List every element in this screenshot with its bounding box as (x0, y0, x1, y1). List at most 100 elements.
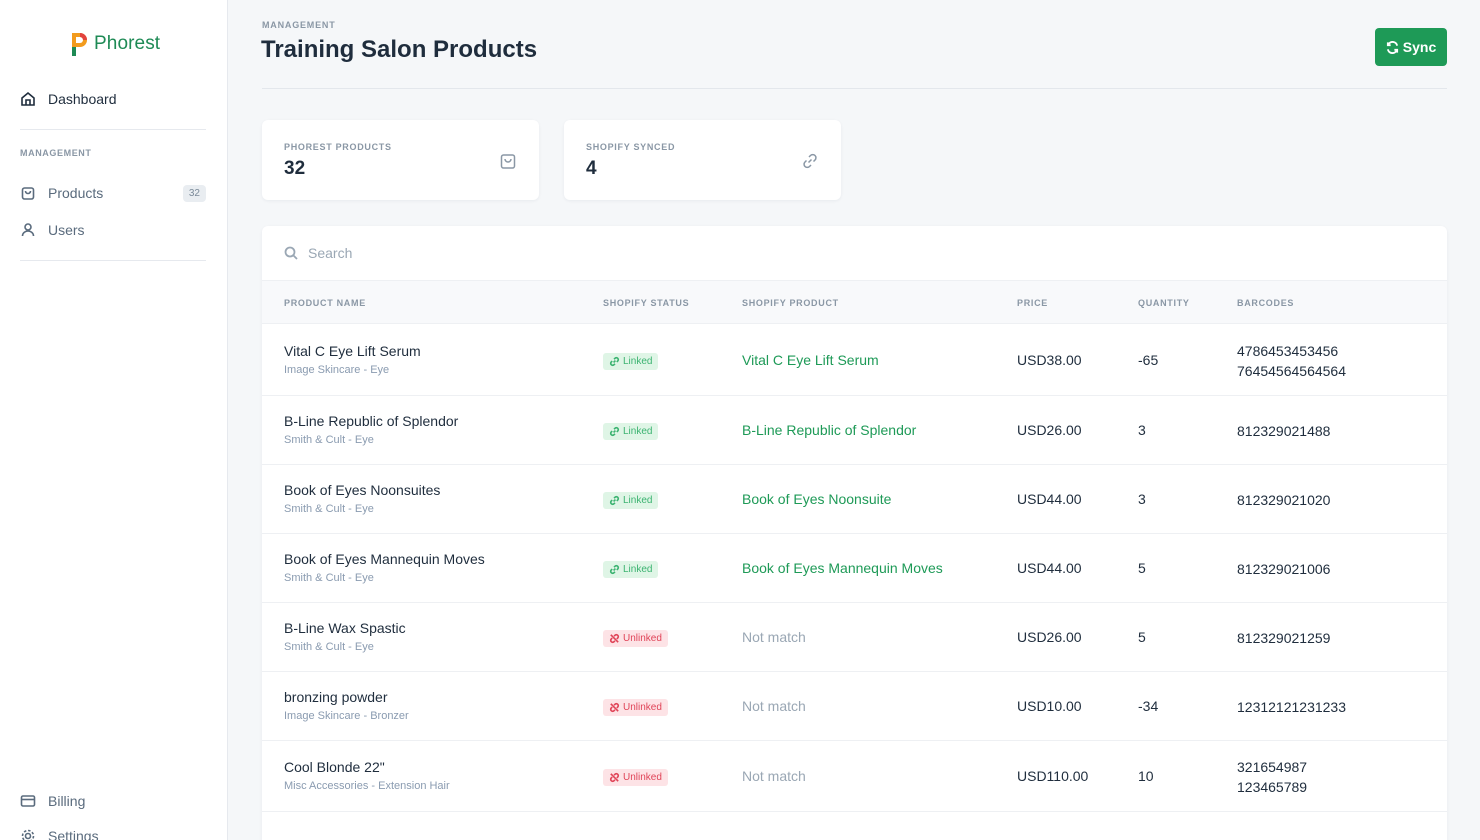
sidebar-item-billing[interactable]: Billing (20, 789, 206, 813)
sidebar-item-label: Dashboard (48, 91, 117, 107)
stat-card-shopify-synced: SHOPIFY SYNCED 4 (564, 120, 841, 200)
unlink-icon (609, 702, 620, 712)
quantity: 3 (1138, 490, 1146, 507)
sidebar-item-settings[interactable]: Settings (20, 824, 206, 840)
sidebar-item-users[interactable]: Users (20, 218, 206, 242)
home-icon (21, 91, 35, 106)
barcodes: 4786453453456 76454564564564 (1237, 341, 1346, 381)
barcodes: 12312121231233 (1237, 697, 1346, 717)
barcodes: 812329021020 (1237, 490, 1330, 510)
table-row[interactable]: Vital C Eye Lift Serum Image Skincare - E… (262, 325, 1447, 396)
product-name[interactable]: CROWN Scalp Scrub (284, 837, 418, 840)
status-badge: Unlinked (603, 629, 668, 647)
price: USD110.00 (1017, 767, 1089, 784)
status-badge: Linked (603, 491, 659, 509)
sidebar-section-title: MANAGEMENT (20, 148, 92, 158)
product-name[interactable]: bronzing powder (284, 688, 388, 705)
sync-button[interactable]: Sync (1375, 28, 1447, 66)
table-row[interactable]: B-Line Republic of Splendor Smith & Cult … (262, 396, 1447, 465)
status-badge-label: Linked (623, 425, 653, 437)
barcode: 321654987 (1237, 758, 1308, 775)
quantity: 10 (1138, 767, 1154, 784)
shopify-product-link[interactable]: Vital C Eye Lift Serum (742, 351, 879, 368)
search-bar (284, 242, 884, 264)
table-row[interactable]: Cool Blonde 22" Misc Accessories - Extens… (262, 741, 1447, 812)
search-icon (284, 246, 298, 260)
status-badge: Unlinked (603, 698, 668, 716)
barcode: 12312121231233 (1237, 698, 1347, 715)
credit-card-icon (20, 795, 36, 807)
shopify-product-link[interactable]: Book of Eyes Mannequin Moves (742, 559, 943, 576)
shopify-product-text: Not match (742, 628, 806, 645)
column-header-shopify-status[interactable]: SHOPIFY STATUS (603, 298, 690, 308)
column-header-product-name[interactable]: PRODUCT NAME (284, 298, 366, 308)
app-logo[interactable]: Phorest (68, 30, 160, 58)
table-row[interactable]: bronzing powder Image Skincare - Bronzer U… (262, 672, 1447, 741)
column-header-quantity[interactable]: QUANTITY (1138, 298, 1190, 308)
column-header-barcodes[interactable]: BARCODES (1237, 298, 1295, 308)
sidebar-divider (20, 260, 206, 261)
status-badge: Unlinked (603, 768, 668, 786)
shopify-product-link[interactable]: Book of Eyes Noonsuite (742, 490, 892, 507)
table-row[interactable]: CROWN Scalp Scrub (262, 812, 1447, 840)
quantity: 3 (1138, 421, 1146, 438)
status-badge: Linked (603, 422, 659, 440)
barcode: 812329021020 (1237, 491, 1331, 508)
stat-card-phorest-products: PHOREST PRODUCTS 32 (262, 120, 539, 200)
product-category: Smith & Cult - Eye (284, 640, 374, 653)
product-name[interactable]: Vital C Eye Lift Serum (284, 342, 421, 359)
product-category: Misc Accessories - Extension Hair (284, 779, 450, 792)
column-header-shopify-product[interactable]: SHOPIFY PRODUCT (742, 298, 839, 308)
sidebar-item-label: Users (48, 222, 85, 238)
product-category: Smith & Cult - Eye (284, 502, 374, 515)
sidebar-item-dashboard[interactable]: Dashboard (20, 87, 206, 111)
sidebar-divider (20, 129, 206, 130)
link-icon (803, 153, 817, 169)
barcode: 4786453453456 (1237, 342, 1339, 359)
quantity: -34 (1138, 697, 1159, 714)
product-name[interactable]: B-Line Republic of Splendor (284, 412, 459, 429)
price: USD44.00 (1017, 559, 1082, 576)
products-table: PRODUCT NAME SHOPIFY STATUS SHOPIFY PROD… (262, 226, 1447, 840)
product-category: Smith & Cult - Eye (284, 433, 374, 446)
product-name[interactable]: B-Line Wax Spastic (284, 619, 406, 636)
price: USD38.00 (1017, 351, 1082, 368)
status-badge-label: Unlinked (623, 771, 662, 783)
unlink-icon (609, 633, 620, 643)
link-icon (609, 564, 620, 574)
stat-value: 4 (586, 158, 597, 179)
product-name[interactable]: Book of Eyes Noonsuites (284, 481, 441, 498)
column-header-price[interactable]: PRICE (1017, 298, 1049, 308)
product-category: Image Skincare - Eye (284, 363, 390, 376)
shopify-product-link[interactable]: B-Line Republic of Splendor (742, 421, 917, 438)
link-icon (609, 426, 620, 436)
products-count-badge: 32 (182, 184, 206, 202)
stat-label: PHOREST PRODUCTS (284, 142, 392, 152)
barcode: 76454564564564 (1237, 362, 1347, 379)
table-row[interactable]: B-Line Wax Spastic Smith & Cult - Eye Unli… (262, 603, 1447, 672)
status-badge-label: Linked (623, 563, 653, 575)
barcodes: 812329021006 (1237, 559, 1330, 579)
sidebar-item-products[interactable]: Products 32 (20, 181, 206, 205)
barcode: 812329021488 (1237, 422, 1331, 439)
table-row[interactable]: Book of Eyes Mannequin Moves Smith & Cult… (262, 534, 1447, 603)
page-title: Training Salon Products (261, 36, 538, 63)
barcode: 812329021259 (1237, 629, 1331, 646)
price: USD26.00 (1017, 421, 1082, 438)
barcodes: 812329021259 (1237, 628, 1330, 648)
search-input[interactable] (308, 245, 808, 261)
status-badge-label: Unlinked (623, 632, 662, 644)
link-icon (609, 356, 620, 366)
shopify-product-text: Not match (742, 767, 806, 784)
barcodes: 321654987 123465789 (1237, 757, 1307, 797)
gear-icon (21, 829, 35, 840)
barcodes: 812329021488 (1237, 421, 1330, 441)
product-name[interactable]: Cool Blonde 22" (284, 758, 385, 775)
stat-value: 32 (284, 158, 306, 179)
product-name[interactable]: Book of Eyes Mannequin Moves (284, 550, 485, 567)
price: USD44.00 (1017, 490, 1082, 507)
price: USD10.00 (1017, 697, 1082, 714)
sidebar: Phorest Dashboard MANAGEMENT Products 32… (0, 0, 228, 840)
quantity: 5 (1138, 628, 1146, 645)
table-row[interactable]: Book of Eyes Noonsuites Smith & Cult - Ey… (262, 465, 1447, 534)
